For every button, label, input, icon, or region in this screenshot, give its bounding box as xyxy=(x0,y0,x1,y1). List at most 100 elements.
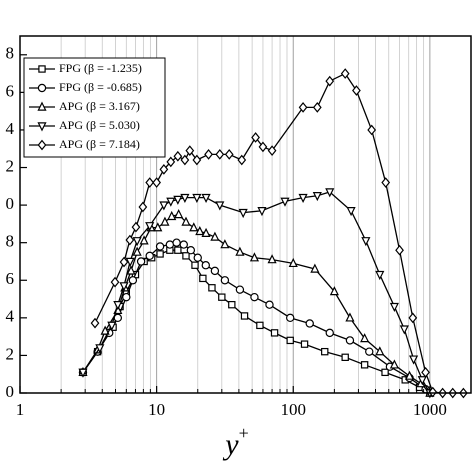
marker xyxy=(238,208,248,219)
marker xyxy=(153,222,163,232)
marker xyxy=(235,285,245,294)
marker xyxy=(172,238,181,247)
marker xyxy=(122,292,131,302)
marker xyxy=(298,102,308,113)
marker xyxy=(250,292,259,302)
marker xyxy=(228,300,236,309)
series xyxy=(78,188,435,399)
legend-label: FPG (β = -0.685) xyxy=(59,80,142,94)
marker xyxy=(312,192,322,202)
y-tick-label: 4 xyxy=(6,119,15,138)
marker xyxy=(298,193,308,204)
series-line xyxy=(82,242,426,390)
marker xyxy=(201,261,210,270)
marker xyxy=(300,340,309,348)
marker xyxy=(174,209,184,219)
marker xyxy=(145,177,155,188)
marker xyxy=(131,221,141,233)
marker xyxy=(421,366,430,378)
marker xyxy=(265,300,274,309)
marker xyxy=(360,333,370,343)
y-tick-label: 2 xyxy=(6,344,15,363)
marker xyxy=(167,210,177,221)
marker xyxy=(119,256,129,268)
series xyxy=(78,209,435,397)
x-axis-label: y+ xyxy=(222,423,248,461)
legend-label: APG (β = 3.167) xyxy=(59,99,140,113)
marker xyxy=(159,201,169,211)
y-tick-label: 0 xyxy=(6,194,15,213)
marker xyxy=(186,245,196,255)
marker xyxy=(119,282,129,292)
marker xyxy=(389,302,399,313)
marker xyxy=(201,193,211,204)
marker xyxy=(365,347,374,356)
marker xyxy=(237,154,247,166)
y-tick-label: 2 xyxy=(6,156,15,175)
marker xyxy=(381,177,391,188)
marker xyxy=(136,257,146,266)
marker xyxy=(312,102,322,113)
marker xyxy=(341,353,349,362)
marker xyxy=(90,317,100,329)
marker xyxy=(181,216,191,226)
marker xyxy=(128,276,138,285)
marker xyxy=(404,370,415,380)
marker xyxy=(155,242,165,251)
marker xyxy=(174,246,182,254)
y-tick-label: 6 xyxy=(6,269,15,288)
marker xyxy=(145,251,154,261)
marker xyxy=(267,254,277,264)
marker xyxy=(113,300,123,311)
x-axis-label-base: y xyxy=(222,428,239,461)
marker xyxy=(352,85,361,96)
plot-area xyxy=(78,68,468,399)
marker xyxy=(199,274,207,283)
marker xyxy=(152,177,161,188)
marker xyxy=(165,240,175,249)
marker xyxy=(325,75,335,87)
marker xyxy=(37,122,47,132)
marker xyxy=(156,250,164,258)
marker xyxy=(375,346,385,356)
marker xyxy=(107,321,117,331)
marker xyxy=(125,257,135,267)
marker xyxy=(210,231,220,241)
marker xyxy=(173,150,183,162)
series xyxy=(90,68,468,399)
marker xyxy=(166,156,176,168)
x-axis-label-sup: + xyxy=(239,423,249,443)
marker xyxy=(218,293,226,301)
marker xyxy=(179,240,188,249)
y-tick-label: 0 xyxy=(6,382,15,401)
marker xyxy=(329,286,339,296)
marker xyxy=(37,139,47,151)
marker xyxy=(286,336,294,345)
marker xyxy=(267,145,277,156)
marker xyxy=(160,216,170,226)
marker xyxy=(235,246,245,256)
marker xyxy=(182,252,190,260)
marker xyxy=(367,124,377,136)
marker xyxy=(38,65,46,73)
marker xyxy=(220,276,230,285)
marker xyxy=(305,319,314,328)
y-tick-label: 8 xyxy=(6,44,15,63)
legend-label: APG (β = 5.030) xyxy=(59,118,140,132)
marker xyxy=(204,149,213,160)
legend: FPG (β = -1.235) FPG (β = -0.685) APG (β =… xyxy=(23,57,166,158)
x-tick-label: 1 xyxy=(16,400,25,419)
marker xyxy=(173,195,183,205)
marker xyxy=(192,193,202,204)
marker xyxy=(325,188,335,198)
marker xyxy=(360,361,369,369)
marker xyxy=(224,149,234,160)
marker xyxy=(361,237,371,247)
marker xyxy=(189,222,199,232)
legend-label: FPG (β = -1.235) xyxy=(59,61,142,75)
plot-frame xyxy=(19,35,472,394)
marker xyxy=(346,207,356,217)
marker xyxy=(409,355,419,365)
marker xyxy=(258,141,268,153)
